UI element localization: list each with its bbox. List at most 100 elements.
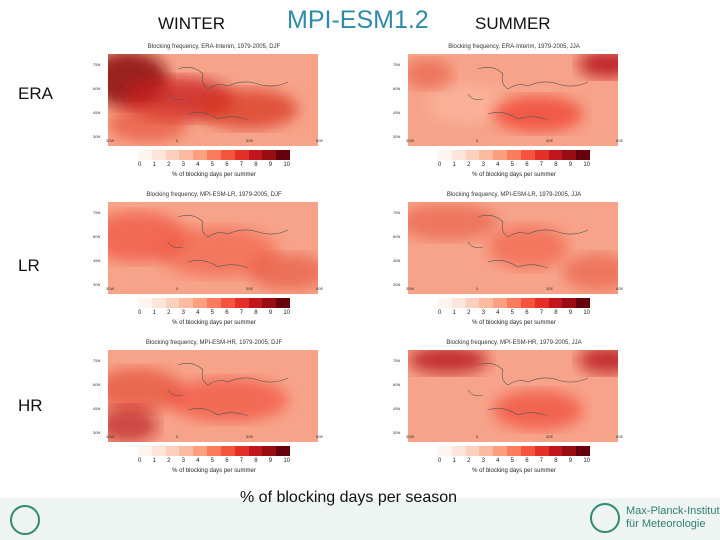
colorbar-swatch: [451, 150, 466, 160]
lat-tick: 45N: [393, 406, 401, 411]
panel-hr-summer: Blocking frequency, MPI-ESM-HR, 1979-200…: [393, 340, 628, 496]
colorbar-tick: 0: [438, 458, 442, 464]
colorbar-tick: 1: [152, 162, 156, 168]
lon-tick: 30W: [406, 434, 415, 439]
colorbar: [438, 150, 590, 160]
colorbar-tick: 3: [481, 162, 485, 168]
colorbar-tick: 5: [210, 310, 214, 316]
colorbar-swatch: [193, 298, 208, 308]
colorbar-tick: 8: [554, 458, 558, 464]
colorbar-swatch: [507, 298, 521, 308]
lat-tick: 30N: [93, 430, 101, 435]
colorbar-tick: 9: [568, 310, 573, 316]
colorbar-label: % of blocking days per summer: [472, 468, 556, 474]
colorbar-tick: 8: [554, 162, 558, 168]
lon-tick: 30E: [246, 138, 254, 143]
lon-tick: 0: [476, 138, 479, 143]
lon-tick: 60E: [316, 286, 324, 291]
colorbar-tick: 7: [539, 310, 544, 316]
model-title: MPI-ESM1.2: [287, 6, 429, 34]
lat-tick: 30N: [393, 134, 401, 139]
lon-tick: 60E: [616, 138, 624, 143]
colorbar-tick: 9: [268, 458, 273, 464]
colorbar-tick: 0: [438, 310, 442, 316]
colorbar-tick: 3: [181, 310, 185, 316]
blocking-region: [158, 227, 278, 277]
blocking-map: [108, 350, 318, 442]
lat-tick: 60N: [93, 234, 101, 239]
lat-tick: 75N: [393, 210, 401, 215]
colorbar-tick: 2: [467, 310, 471, 316]
blocking-region: [198, 89, 298, 129]
lon-tick: 30W: [106, 434, 115, 439]
colorbar-tick: 7: [239, 310, 244, 316]
lat-tick: 30N: [93, 134, 101, 139]
colorbar-tick: 10: [283, 162, 290, 168]
lat-tick: 60N: [93, 382, 101, 387]
colorbar-swatch: [562, 298, 577, 308]
colorbar-tick: 2: [167, 310, 171, 316]
colorbar-tick: 4: [496, 458, 500, 464]
colorbar-label: % of blocking days per summer: [472, 172, 556, 178]
colorbar-tick: 1: [152, 310, 156, 316]
colorbar-tick: 2: [167, 162, 171, 168]
colorbar-swatch: [276, 446, 290, 456]
blocking-region: [578, 350, 618, 374]
colorbar-swatch: [138, 446, 152, 456]
colorbar: [438, 446, 590, 456]
blocking-map: [108, 54, 318, 146]
colorbar-swatch: [548, 150, 563, 160]
lat-tick: 60N: [393, 382, 401, 387]
colorbar-label: % of blocking days per summer: [172, 320, 256, 326]
panel-era-winter: Blocking frequency, ERA-Interim, 1979-20…: [93, 44, 328, 200]
colorbar-tick: 9: [268, 310, 273, 316]
colorbar-swatch: [220, 298, 235, 308]
lat-tick: 30N: [393, 430, 401, 435]
colorbar-swatch: [493, 150, 508, 160]
colorbar-swatch: [520, 298, 535, 308]
colorbar-tick: 7: [239, 458, 244, 464]
colorbar-ticks: 0 1 2 3 4 5 6 7 8 9 10: [138, 162, 290, 168]
blocking-map: [108, 202, 318, 294]
colorbar-swatch: [438, 298, 452, 308]
lat-tick: 30N: [93, 282, 101, 287]
colorbar-ticks: 0 1 2 3 4 5 6 7 8 9 10: [438, 310, 590, 316]
colorbar-swatch: [234, 298, 249, 308]
lat-tick: 75N: [93, 62, 101, 67]
lon-tick: 0: [476, 434, 479, 439]
colorbar-swatch: [465, 298, 480, 308]
colorbar-swatch: [165, 150, 180, 160]
colorbar-swatch: [438, 150, 452, 160]
lat-tick: 75N: [393, 62, 401, 67]
colorbar-swatch: [451, 298, 466, 308]
colorbar-ticks: 0 1 2 3 4 5 6 7 8 9 10: [138, 310, 290, 316]
colorbar-tick: 4: [496, 162, 500, 168]
colorbar-swatch: [507, 446, 521, 456]
institute-line-1: Max-Planck-Institut: [626, 505, 720, 517]
colorbar-tick: 8: [254, 310, 258, 316]
colorbar-swatch: [138, 150, 152, 160]
colorbar-swatch: [234, 446, 249, 456]
colorbar-swatch: [193, 150, 208, 160]
colorbar-swatch: [520, 446, 535, 456]
colorbar-tick: 6: [225, 310, 229, 316]
colorbar-swatch: [548, 446, 563, 456]
panel-lr-winter: Blocking frequency, MPI-ESM-LR, 1979-200…: [93, 192, 328, 348]
colorbar-tick: 1: [152, 458, 156, 464]
colorbar: [138, 446, 290, 456]
panel-hr-winter: Blocking frequency, MPI-ESM-HR, 1979-200…: [93, 340, 328, 496]
blocking-map: [408, 54, 618, 146]
colorbar-ticks: 0 1 2 3 4 5 6 7 8 9 10: [138, 458, 290, 464]
panel-title: Blocking frequency, MPI-ESM-HR, 1979-200…: [446, 340, 582, 346]
lat-tick: 45N: [393, 258, 401, 263]
colorbar-ticks: 0 1 2 3 4 5 6 7 8 9 10: [438, 162, 590, 168]
colorbar-swatch: [520, 150, 535, 160]
colorbar-tick: 1: [452, 310, 456, 316]
colorbar-tick: 7: [539, 458, 544, 464]
colorbar-swatch: [248, 150, 263, 160]
panel-title: Blocking frequency, MPI-ESM-LR, 1979-200…: [446, 192, 582, 198]
lon-tick: 0: [176, 434, 179, 439]
colorbar-label: % of blocking days per summer: [172, 172, 256, 178]
lat-tick: 60N: [393, 234, 401, 239]
colorbar-swatch: [138, 298, 152, 308]
